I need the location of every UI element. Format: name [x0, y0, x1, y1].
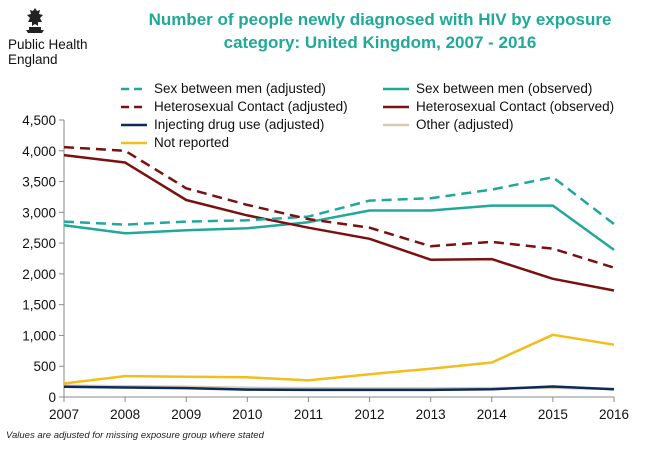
royal-crest-icon	[26, 8, 44, 33]
series-line-1	[63, 204, 615, 251]
y-tick-label: 4,500	[22, 113, 56, 128]
x-tick-label: 2016	[599, 407, 629, 422]
y-tick-label: 4,000	[22, 144, 56, 159]
footnote: Values are adjusted for missing exposure…	[6, 430, 264, 441]
legend-swatch	[121, 123, 147, 126]
legend-swatch	[121, 105, 147, 108]
y-tick-label: 1,000	[22, 328, 56, 343]
x-tick-label: 2014	[477, 407, 508, 422]
legend-label: Other (adjusted)	[416, 117, 514, 132]
legend-swatch	[383, 105, 409, 108]
x-tick-label: 2009	[171, 407, 201, 422]
x-tick-label: 2011	[294, 407, 323, 422]
legend-item: Sex between men (adjusted)	[120, 80, 382, 97]
legend-item: Heterosexual Contact (adjusted)	[120, 98, 382, 115]
legend-swatch	[383, 123, 409, 126]
series-line-0	[63, 175, 615, 226]
chart-legend: Sex between men (adjusted) Sex between me…	[120, 80, 640, 151]
legend-label: Not reported	[154, 135, 230, 150]
legend-item: Sex between men (observed)	[382, 80, 640, 97]
x-tick-label: 2010	[232, 407, 262, 422]
x-tick-label: 2015	[538, 407, 568, 422]
organization-name: Public Health England	[8, 37, 118, 67]
y-tick-label: 1,500	[22, 298, 56, 313]
y-tick-label: 3,000	[22, 205, 56, 220]
series-line-2	[63, 145, 615, 269]
y-tick-label: 2,500	[22, 236, 56, 251]
legend-swatch	[383, 87, 409, 90]
series-line-4	[63, 385, 615, 392]
legend-label: Heterosexual Contact (observed)	[416, 99, 615, 114]
legend-item: Injecting drug use (adjusted)	[120, 116, 382, 133]
y-tick-label: 500	[33, 359, 56, 374]
legend-item: Not reported	[120, 134, 382, 151]
legend-item: Other (adjusted)	[382, 116, 640, 133]
chart-title-line-2: category: United Kingdom, 2007 - 2016	[223, 33, 537, 52]
logo: Public Health England	[8, 6, 118, 67]
legend-label: Heterosexual Contact (adjusted)	[154, 99, 348, 114]
legend-swatch	[121, 141, 147, 144]
legend-item: Heterosexual Contact (observed)	[382, 98, 640, 115]
y-tick-label: 0	[48, 390, 56, 405]
series-line-6	[63, 333, 615, 385]
y-tick-label: 2,000	[22, 267, 56, 282]
x-tick-label: 2012	[355, 407, 385, 422]
chart-title-line-1: Number of people newly diagnosed with HI…	[148, 10, 612, 29]
legend-swatch	[121, 87, 147, 90]
y-tick-label: 3,500	[22, 175, 56, 190]
legend-label: Sex between men (adjusted)	[154, 81, 326, 96]
x-tick-label: 2013	[416, 407, 446, 422]
organization-line-2: England	[8, 52, 58, 67]
x-tick-label: 2008	[110, 407, 140, 422]
chart-title: Number of people newly diagnosed with HI…	[110, 8, 650, 54]
x-tick-label: 2007	[49, 407, 79, 422]
organization-line-1: Public Health	[8, 37, 88, 52]
series-line-3	[63, 153, 615, 292]
legend-label: Sex between men (observed)	[416, 81, 593, 96]
legend-label: Injecting drug use (adjusted)	[154, 117, 325, 132]
